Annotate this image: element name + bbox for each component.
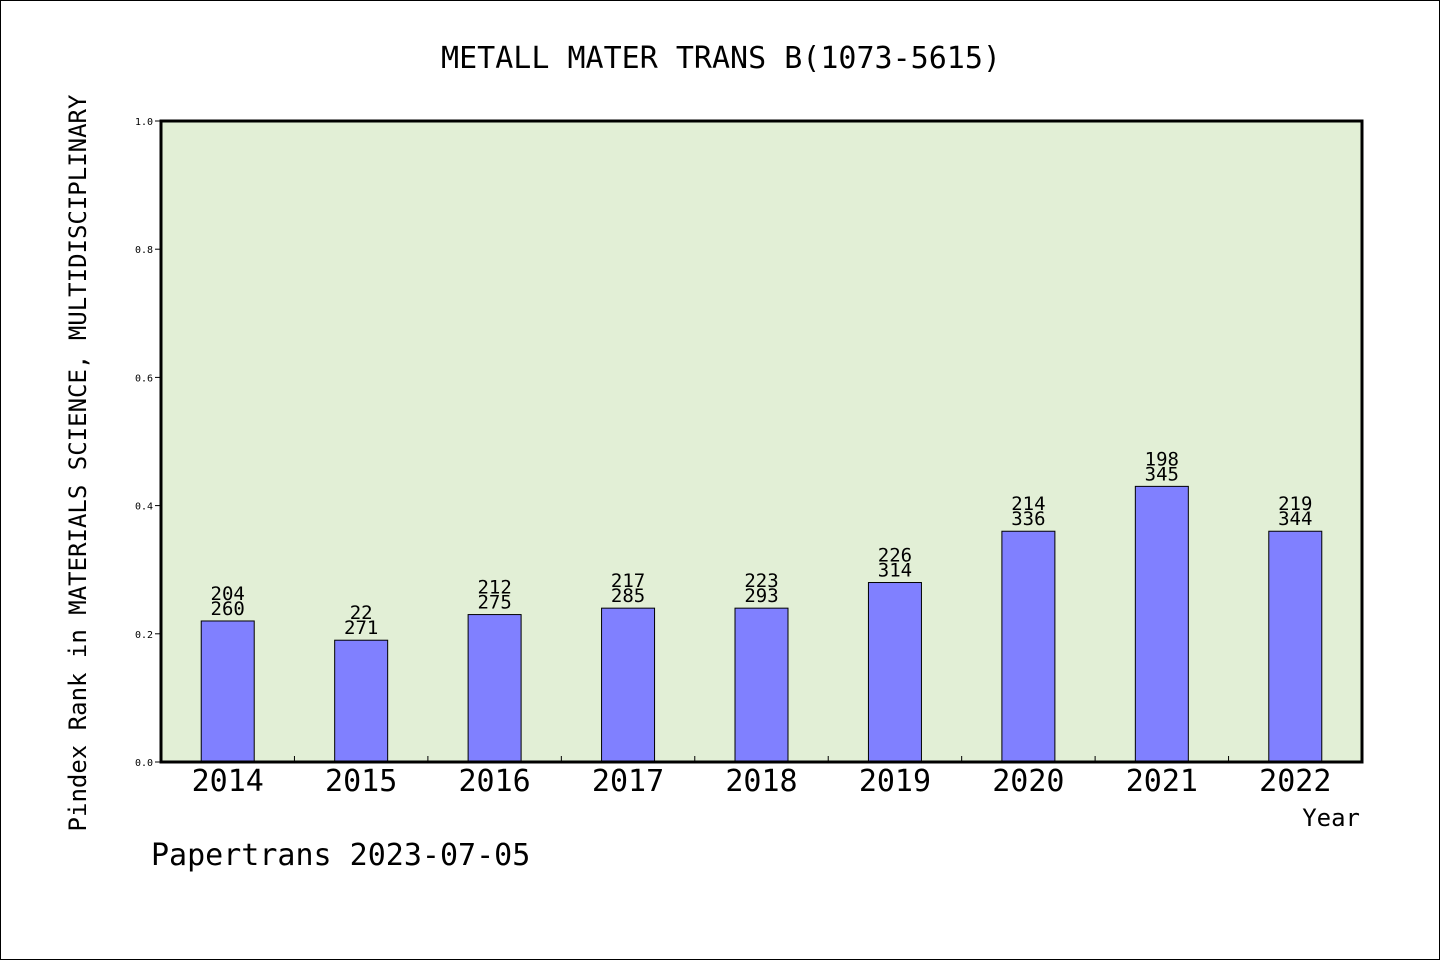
x-tick-label-2020: 2020 [992,764,1064,799]
rank-label-2015: 22 [350,602,373,624]
bar-2019 [867,582,922,763]
y-tick-label: 0.2 [135,630,153,641]
y-tick-label: 0.0 [135,758,153,769]
rank-label-2017: 217 [611,570,645,592]
rank-label-2020: 214 [1011,493,1045,515]
x-tick-label-2016: 2016 [458,764,530,799]
total-label-2022: 344 [1278,508,1312,530]
y-tick-label: 0.8 [135,245,153,256]
total-label-2017: 285 [611,585,645,607]
bar-2020 [1001,530,1056,763]
x-tick-label-2021: 2021 [1126,764,1198,799]
rank-label-2021: 198 [1145,448,1179,470]
bar-2017 [601,607,656,763]
x-tick-label-2014: 2014 [192,764,264,799]
x-tick-label-2015: 2015 [325,764,397,799]
total-label-2014: 260 [211,598,245,620]
footer-date: Papertrans 2023-07-05 [151,838,530,873]
rank-label-2016: 212 [477,577,511,599]
total-label-2020: 336 [1011,508,1045,530]
y-tick-label: 0.4 [135,502,153,513]
bar-2015 [334,639,389,763]
rank-label-2014: 204 [211,583,245,605]
chart-title: METALL MATER TRANS B(1073-5615) [441,41,1001,76]
bar-2016 [467,614,522,763]
total-label-2018: 293 [744,585,778,607]
total-label-2016: 275 [477,592,511,614]
bar-2014 [200,620,255,763]
x-tick-label-2019: 2019 [859,764,931,799]
x-tick-label-2018: 2018 [725,764,797,799]
x-axis-label: Year [1302,804,1360,832]
y-axis-label: Pindex Rank in MATERIALS SCIENCE, MULTID… [64,94,92,831]
rank-label-2019: 226 [878,545,912,567]
x-tick-label-2017: 2017 [592,764,664,799]
plot-border [159,119,1364,764]
total-label-2019: 314 [878,560,912,582]
y-tick-label: 0.6 [135,373,153,384]
bar-2021 [1134,485,1189,763]
bar-2018 [734,607,789,763]
bar-2022 [1268,530,1323,763]
total-label-2015: 271 [344,617,378,639]
rank-label-2018: 223 [744,570,778,592]
rank-label-2022: 219 [1278,493,1312,515]
total-label-2021: 345 [1145,463,1179,485]
x-tick-label-2022: 2022 [1259,764,1331,799]
y-tick-label: 1.0 [135,117,153,128]
